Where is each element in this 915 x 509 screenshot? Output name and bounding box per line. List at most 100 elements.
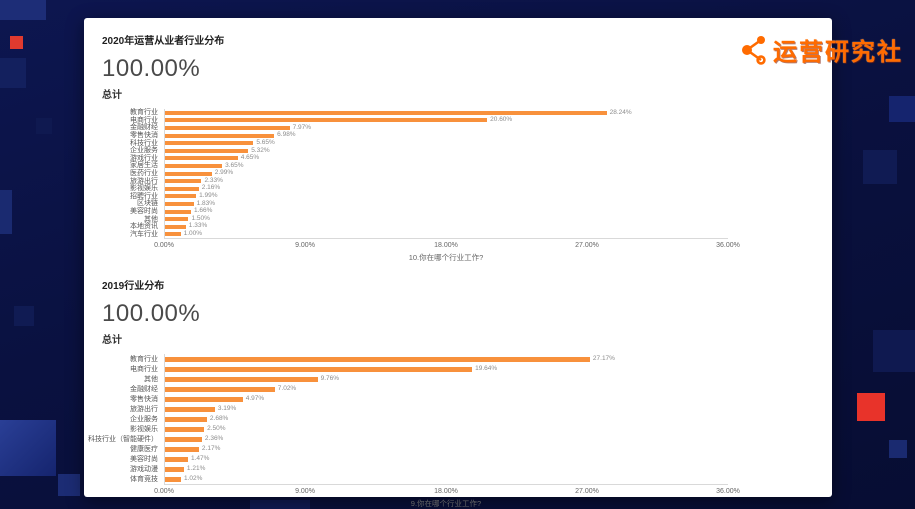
bar — [165, 446, 199, 452]
category-label: 电商行业 — [130, 365, 158, 373]
decor-square — [863, 150, 897, 184]
category-label: 旅游出行 — [130, 177, 158, 185]
value-label: 3.65% — [225, 161, 244, 169]
category-label: 游戏行业 — [130, 154, 158, 162]
value-label: 4.97% — [245, 394, 265, 402]
decor-square — [10, 36, 23, 49]
bar — [165, 186, 199, 191]
bar-row: 教育行业 27.17% — [102, 354, 728, 365]
bar-row: 企业服务 2.68% — [102, 414, 728, 425]
value-label: 9.76% — [320, 374, 340, 382]
total-percentage: 100.00% — [102, 55, 201, 82]
decor-square — [0, 58, 26, 88]
value-label: 2.99% — [214, 169, 234, 177]
category-label: 教育行业 — [130, 109, 158, 117]
value-label: 2.68% — [209, 414, 229, 422]
value-label: 5.65% — [256, 138, 275, 146]
x-tick-label: 0.00% — [154, 488, 174, 496]
value-label: 1.50% — [191, 214, 210, 222]
category-label: 体育竞技 — [130, 475, 158, 483]
bar-row: 家居生活 3.65% — [102, 162, 728, 170]
chart-title: 2020年运营从业者行业分布 — [102, 36, 225, 47]
decor-square — [0, 420, 56, 476]
bar — [165, 426, 205, 432]
value-label: 27.17% — [592, 354, 615, 362]
bar-row: 其他 9.76% — [102, 374, 728, 385]
bar-track: 1.83% — [164, 200, 728, 208]
bar-track: 1.33% — [164, 222, 728, 231]
bar — [165, 156, 238, 161]
category-label: 金融财经 — [130, 124, 158, 132]
category-label: 招聘行业 — [130, 192, 158, 200]
bar-row: 企业服务 5.32% — [102, 146, 728, 155]
bar-track: 1.00% — [164, 230, 728, 239]
bar-row: 本地资讯 1.33% — [102, 222, 728, 231]
category-label: 金融财经 — [130, 385, 158, 393]
x-tick-label: 9.00% — [295, 242, 315, 250]
category-label: 区块链 — [137, 200, 158, 208]
category-label: 影视娱乐 — [130, 425, 158, 433]
bar-track: 7.02% — [164, 384, 728, 395]
value-label: 5.32% — [251, 146, 270, 154]
x-tick-label: 9.00% — [295, 488, 315, 496]
bar — [165, 386, 275, 392]
bar-row: 影视娱乐 2.16% — [102, 184, 728, 193]
value-label: 28.24% — [609, 108, 632, 116]
bar-row: 医药行业 2.99% — [102, 169, 728, 178]
bar-track: 2.33% — [164, 177, 728, 185]
bar — [165, 194, 197, 199]
value-label: 1.00% — [183, 230, 203, 238]
bar-track: 1.21% — [164, 464, 728, 475]
category-label: 零售快消 — [130, 395, 158, 403]
bar-track: 7.97% — [164, 124, 728, 132]
bar-track: 9.76% — [164, 374, 728, 385]
decor-square — [889, 96, 915, 122]
bar-row: 教育行业 28.24% — [102, 109, 728, 117]
decor-square — [250, 500, 310, 509]
bar — [165, 133, 275, 138]
value-label: 6.98% — [277, 131, 296, 139]
total-percentage: 100.00% — [102, 300, 201, 328]
category-label: 电商行业 — [130, 116, 158, 124]
bar-track: 3.65% — [164, 162, 728, 170]
value-label: 2.16% — [201, 184, 221, 192]
value-label: 2.17% — [201, 444, 221, 452]
bar-track: 3.19% — [164, 404, 728, 415]
category-label: 家居生活 — [130, 162, 158, 170]
decor-square — [36, 118, 52, 134]
bar-track: 4.65% — [164, 154, 728, 163]
decor-square — [857, 393, 885, 421]
bar — [165, 436, 202, 442]
decor-square — [889, 440, 907, 458]
decor-square — [0, 0, 46, 20]
chart-2020-industry-distribution: 2020年运营从业者行业分布 100.00% 总计 教育行业 28.24% 电商行业… — [102, 32, 814, 263]
bar-track: 2.99% — [164, 169, 728, 178]
category-label: 医药行业 — [130, 170, 158, 178]
bar-row: 零售快消 6.98% — [102, 131, 728, 140]
x-axis-title: 9.你在哪个行业工作? — [410, 499, 482, 509]
logo-icon — [742, 35, 766, 65]
bar-row: 招聘行业 1.99% — [102, 192, 728, 201]
bar-track: 2.36% — [164, 434, 728, 445]
bar — [165, 456, 188, 462]
bar — [165, 396, 243, 402]
value-label: 19.64% — [475, 364, 498, 372]
value-label: 1.02% — [183, 474, 203, 482]
bar — [165, 125, 290, 130]
value-label: 4.65% — [240, 154, 260, 162]
value-label: 1.66% — [193, 207, 213, 215]
value-label: 1.47% — [190, 454, 210, 462]
value-label: 7.97% — [292, 123, 312, 131]
bar-rows: 教育行业 27.17% 电商行业 19.64% 其他 9.76% 金融财经 7.02% 零售快消… — [88, 354, 728, 485]
category-label: 健康医疗 — [130, 445, 158, 453]
bar — [165, 179, 202, 184]
bar-row: 电商行业 19.64% — [102, 364, 728, 375]
bar-rows: 教育行业 28.24% 电商行业 20.60% 金融财经 7.97% 零售快消 6.98% 科技… — [102, 109, 728, 239]
bar-track: 4.97% — [164, 394, 728, 405]
bar-track: 1.50% — [164, 215, 728, 223]
bar-row: 游戏动漫 1.21% — [102, 464, 728, 475]
bar-track: 1.66% — [164, 207, 728, 216]
x-tick-label: 18.00% — [434, 488, 458, 496]
category-label: 影视娱乐 — [130, 185, 158, 193]
value-label: 20.60% — [490, 116, 513, 124]
